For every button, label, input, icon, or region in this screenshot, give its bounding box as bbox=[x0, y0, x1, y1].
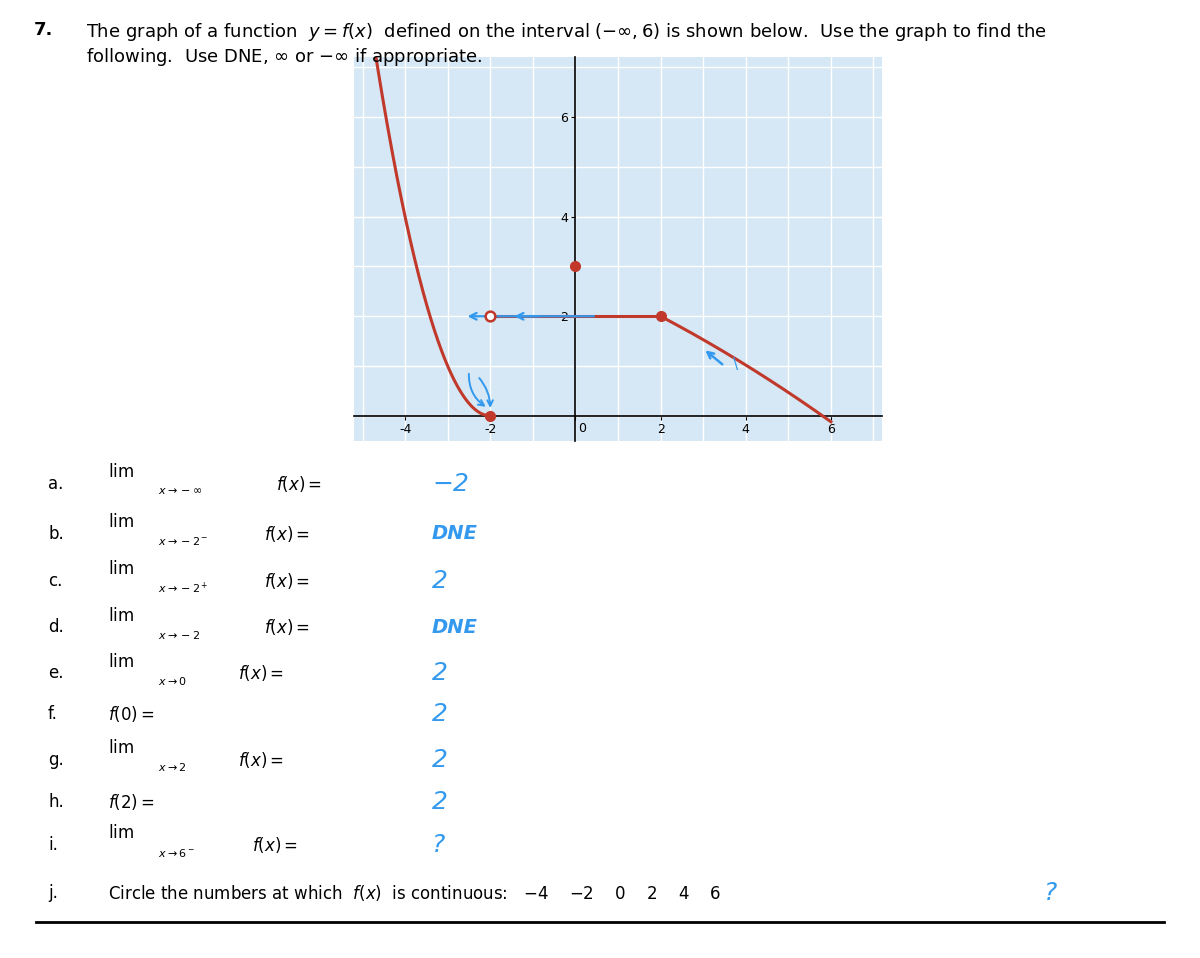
Text: $\lim$: $\lim$ bbox=[108, 740, 134, 757]
Text: $\lim$: $\lim$ bbox=[108, 607, 134, 625]
Text: $\lim$: $\lim$ bbox=[108, 513, 134, 531]
Text: f.: f. bbox=[48, 705, 58, 722]
Text: $\lim$: $\lim$ bbox=[108, 464, 134, 481]
Text: Circle the numbers at which  $f(x)$  is continuous:   $-4$    $-2$    $0$    $2$: Circle the numbers at which $f(x)$ is co… bbox=[108, 883, 721, 902]
Text: 0: 0 bbox=[578, 422, 586, 435]
Text: 2: 2 bbox=[432, 661, 448, 686]
Text: a.: a. bbox=[48, 475, 64, 492]
Text: following.  Use DNE, $\infty$ or $-\infty$ if appropriate.: following. Use DNE, $\infty$ or $-\infty… bbox=[86, 46, 482, 68]
Text: c.: c. bbox=[48, 572, 62, 589]
Text: DNE: DNE bbox=[432, 524, 478, 543]
Text: j.: j. bbox=[48, 884, 58, 901]
Text: $\lim$: $\lim$ bbox=[108, 653, 134, 671]
Text: 7.: 7. bbox=[34, 21, 53, 39]
Text: h.: h. bbox=[48, 793, 64, 810]
Text: $f(x)=$: $f(x)=$ bbox=[276, 474, 322, 493]
Text: $f(x)=$: $f(x)=$ bbox=[264, 524, 310, 543]
Text: $x\to 2$: $x\to 2$ bbox=[158, 762, 187, 773]
Text: −2: −2 bbox=[432, 471, 469, 496]
Text: b.: b. bbox=[48, 525, 64, 542]
Text: d.: d. bbox=[48, 619, 64, 636]
Text: $f(2)=$: $f(2)=$ bbox=[108, 792, 155, 811]
Text: 2: 2 bbox=[432, 747, 448, 772]
Text: e.: e. bbox=[48, 665, 64, 682]
Text: DNE: DNE bbox=[432, 618, 478, 637]
Text: The graph of a function  $y = f(x)$  defined on the interval $(-\infty, 6)$ is s: The graph of a function $y = f(x)$ defin… bbox=[86, 21, 1048, 43]
Text: 2: 2 bbox=[432, 789, 448, 814]
Text: $f(0)=$: $f(0)=$ bbox=[108, 704, 155, 723]
Text: ?: ? bbox=[432, 833, 445, 857]
Text: $x\to -2^+$: $x\to -2^+$ bbox=[158, 581, 209, 596]
Text: $f(x)=$: $f(x)=$ bbox=[252, 835, 298, 855]
Text: 2: 2 bbox=[432, 701, 448, 726]
Text: $f(x)=$: $f(x)=$ bbox=[264, 618, 310, 637]
Text: \: \ bbox=[733, 356, 738, 372]
Text: $\lim$: $\lim$ bbox=[108, 825, 134, 842]
Text: $x\to 6^-$: $x\to 6^-$ bbox=[158, 847, 196, 858]
Text: $x\to -2$: $x\to -2$ bbox=[158, 629, 200, 641]
Text: $x\to 0$: $x\to 0$ bbox=[158, 675, 187, 687]
Text: $f(x)=$: $f(x)=$ bbox=[264, 571, 310, 590]
Text: ?: ? bbox=[1044, 880, 1057, 905]
Text: $x\to -2^-$: $x\to -2^-$ bbox=[158, 536, 209, 547]
Text: 2: 2 bbox=[432, 568, 448, 593]
Text: $\lim$: $\lim$ bbox=[108, 560, 134, 578]
Text: $x\to -\infty$: $x\to -\infty$ bbox=[158, 487, 203, 496]
Text: g.: g. bbox=[48, 751, 64, 768]
Text: $f(x)=$: $f(x)=$ bbox=[238, 750, 283, 769]
Text: i.: i. bbox=[48, 836, 58, 854]
Text: $f(x)=$: $f(x)=$ bbox=[238, 664, 283, 683]
